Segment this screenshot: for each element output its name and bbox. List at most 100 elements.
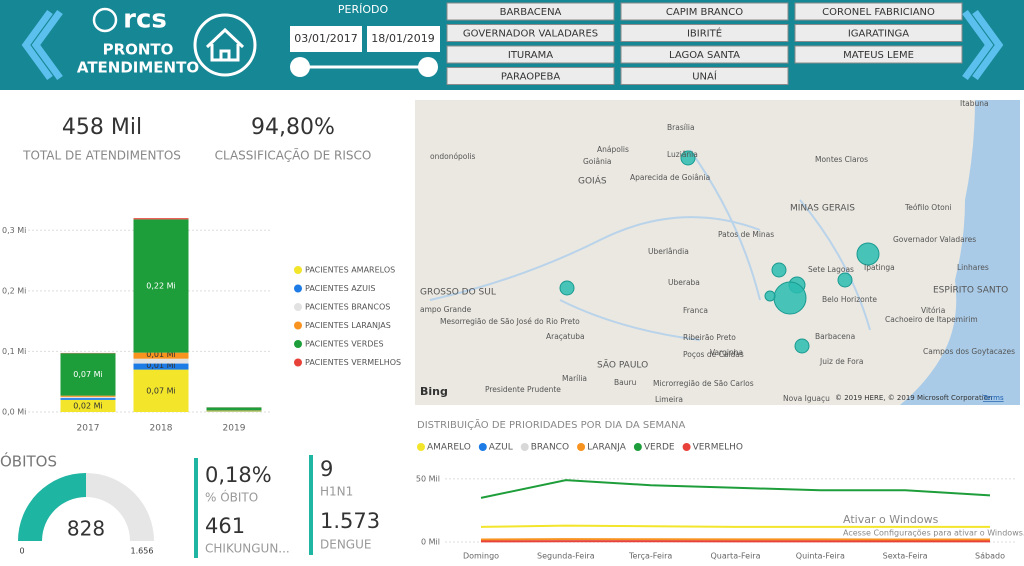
- x-tick-label: 2018: [150, 424, 173, 434]
- x-tick-label: 2017: [77, 424, 100, 434]
- map-label: MINAS GERAIS: [790, 204, 855, 214]
- filter-button[interactable]: [620, 24, 789, 42]
- map-label: SÃO PAULO: [597, 360, 648, 371]
- prev-arrow[interactable]: [21, 9, 63, 81]
- map-label: ampo Grande: [420, 305, 472, 314]
- kpi-value: 458 Mil: [62, 115, 142, 140]
- map-label: Ipatinga: [864, 263, 895, 272]
- stat-value: 461: [205, 514, 245, 538]
- filter-label[interactable]: LAGOA SANTA: [669, 50, 740, 61]
- watermark: Ativar o Windows: [843, 513, 939, 526]
- map-bubble[interactable]: [559, 280, 575, 296]
- logo-icon: [92, 7, 118, 33]
- slider-handle[interactable]: [290, 57, 310, 77]
- data-label: 0,07 Mi: [146, 386, 175, 395]
- map-label: Brasília: [667, 123, 695, 132]
- bar-segment: [133, 218, 189, 220]
- map-label: Araçatuba: [546, 332, 585, 341]
- map-label: ESPÍRITO SANTO: [933, 284, 1008, 296]
- map-label: Uberaba: [668, 278, 700, 287]
- logo-text: rcs: [123, 5, 167, 35]
- filter-button[interactable]: [620, 2, 789, 21]
- map[interactable]: Brasília Anápolis Goiânia Luziânia Aparecida…: [415, 99, 1020, 405]
- stat-value: 9: [320, 457, 333, 481]
- stat-label: CHIKUNGUN...: [205, 542, 290, 556]
- bar-segment: [133, 352, 189, 359]
- legend-label: AZUL: [489, 443, 513, 453]
- next-arrow[interactable]: [962, 9, 1004, 81]
- bar-segment: [206, 411, 262, 412]
- legend-marker: [520, 443, 529, 451]
- map-bubble[interactable]: [771, 262, 787, 278]
- date-box[interactable]: [367, 26, 440, 52]
- map-label: ondonópolis: [430, 152, 476, 161]
- x-tick-label: Sábado: [975, 552, 1005, 561]
- stat-accent: [194, 458, 198, 558]
- filter-label[interactable]: ITURAMA: [508, 50, 553, 61]
- x-tick-label: Sexta-Feira: [883, 552, 928, 561]
- y-tick-label: 50 Mil: [416, 474, 440, 483]
- filter-button[interactable]: [794, 24, 963, 42]
- legend-marker: [682, 443, 691, 451]
- map-bubble[interactable]: [764, 290, 776, 302]
- map-label: Varginha: [710, 348, 743, 357]
- start-date[interactable]: 03/01/2017: [294, 32, 357, 45]
- stat-value: 1.573: [320, 509, 380, 533]
- map-terms[interactable]: Terms: [982, 394, 1004, 402]
- filter-button[interactable]: [446, 2, 615, 21]
- app-title: PRONTO: [103, 41, 174, 59]
- legend-label: PACIENTES BRANCOS: [305, 303, 390, 312]
- x-tick-label: Quinta-Feira: [796, 552, 845, 561]
- filter-button[interactable]: [794, 2, 963, 21]
- home-icon[interactable]: [205, 27, 245, 62]
- gauge-max-label: 1.656: [131, 547, 154, 556]
- filter-button[interactable]: [794, 45, 963, 64]
- map-bubble[interactable]: [773, 281, 807, 315]
- map-bubble[interactable]: [680, 150, 696, 166]
- bar-segment: [133, 219, 189, 353]
- map-bubble[interactable]: [794, 338, 810, 354]
- bar-segment: [60, 353, 116, 396]
- filter-button[interactable]: [446, 67, 615, 85]
- map-label: Teófilo Otoni: [904, 203, 952, 212]
- filter-label[interactable]: CORONEL FABRICIANO: [822, 7, 935, 18]
- legend-marker: [294, 284, 302, 293]
- map-bubble[interactable]: [837, 272, 853, 288]
- map-label: Cachoeiro de Itapemirim: [885, 315, 978, 324]
- map-bubble[interactable]: [856, 242, 880, 266]
- filter-label[interactable]: UNAÍ: [692, 70, 717, 83]
- filter-label[interactable]: GOVERNADOR VALADARES: [463, 29, 598, 40]
- filter-button[interactable]: [620, 45, 789, 64]
- map-label: Bauru: [614, 378, 637, 387]
- kpi-label: TOTAL DE ATENDIMENTOS: [22, 149, 181, 163]
- home-button[interactable]: [193, 13, 257, 77]
- filter-button[interactable]: [620, 67, 789, 85]
- period-label: PERÍODO: [338, 3, 389, 16]
- bar-segment: [206, 407, 262, 411]
- y-tick-label: 0,3 Mi: [2, 226, 26, 235]
- filter-label[interactable]: BARBACENA: [500, 7, 562, 18]
- gauge-value: [18, 473, 86, 541]
- y-tick-label: 0,0 Mi: [2, 408, 26, 417]
- filter-label[interactable]: IBIRITÉ: [687, 27, 722, 40]
- home-circle[interactable]: [193, 13, 257, 77]
- gauge-value-label: 828: [67, 517, 105, 541]
- filter-button[interactable]: [446, 45, 615, 64]
- legend-label: BRANCO: [531, 443, 569, 453]
- filter-label[interactable]: CAPIM BRANCO: [666, 7, 743, 18]
- bar-segment: [60, 398, 116, 400]
- data-label: 0,01 Mi: [146, 361, 175, 370]
- map-label: Uberlândia: [648, 247, 689, 256]
- map-provider: Bing: [420, 385, 448, 398]
- map-label: Belo Horizonte: [822, 295, 877, 304]
- filter-label[interactable]: PARAOPEBA: [501, 72, 561, 83]
- filter-button[interactable]: [446, 24, 615, 42]
- map-label: Sete Lagoas: [808, 265, 854, 274]
- slider-handle[interactable]: [418, 57, 438, 77]
- filter-label[interactable]: IGARATINGA: [848, 29, 909, 40]
- date-box[interactable]: [290, 26, 362, 52]
- end-date[interactable]: 18/01/2019: [371, 32, 434, 45]
- legend-label: PACIENTES LARANJAS: [305, 321, 391, 330]
- legend-label: PACIENTES AZUIS: [305, 284, 375, 293]
- filter-label[interactable]: MATEUS LEME: [843, 50, 914, 61]
